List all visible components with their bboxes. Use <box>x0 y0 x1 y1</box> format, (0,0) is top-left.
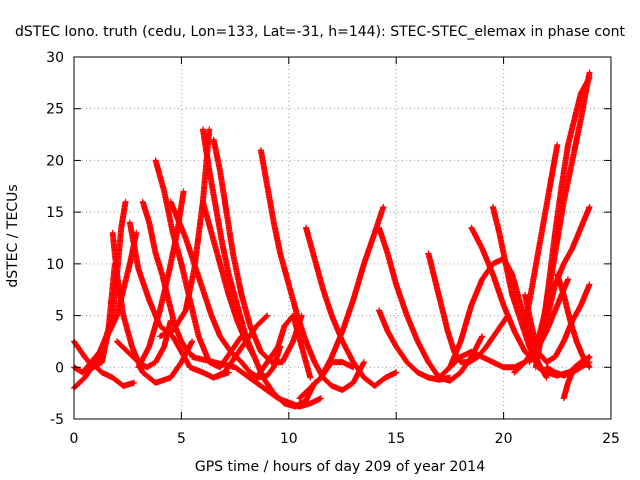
series-markers <box>88 359 138 389</box>
y-tick-label: 5 <box>55 309 64 325</box>
series-5 <box>88 359 138 389</box>
plot-frame <box>73 56 612 420</box>
x-axis-label: GPS time / hours of day 209 of year 2014 <box>195 459 485 475</box>
series-markers <box>522 141 561 329</box>
y-tick-label: 25 <box>46 102 64 118</box>
y-tick-label: 20 <box>46 153 64 169</box>
data-marks <box>71 69 593 410</box>
y-tick-label: 15 <box>46 205 64 221</box>
series-markers <box>135 188 187 371</box>
series-28 <box>468 224 539 366</box>
series-18 <box>189 353 324 410</box>
series-markers <box>554 271 593 371</box>
x-tick-label: 0 <box>70 431 79 447</box>
x-tick-label: 15 <box>387 431 405 447</box>
series-4 <box>109 229 196 386</box>
series-markers <box>109 229 196 386</box>
grid <box>74 57 611 419</box>
series-6 <box>126 219 232 381</box>
y-tick-label: 30 <box>46 50 64 66</box>
series-markers <box>167 198 284 381</box>
y-tick-label: -5 <box>50 412 64 428</box>
series-33 <box>532 74 593 371</box>
series-markers <box>126 219 232 381</box>
ticks: 0 5 10 15 20 25 -5 0 5 10 15 20 25 30 <box>46 50 620 447</box>
y-axis-label: dSTEC / TECUs <box>5 184 21 287</box>
y-tick-label: 0 <box>55 360 64 376</box>
x-tick-label: 5 <box>177 431 186 447</box>
series-markers <box>253 312 314 381</box>
series-11 <box>167 198 284 381</box>
x-tick-label: 20 <box>495 431 513 447</box>
series-34 <box>522 141 561 329</box>
x-tick-label: 25 <box>602 431 620 447</box>
series-markers <box>468 224 539 366</box>
series-10 <box>135 188 187 371</box>
y-tick-label: 10 <box>46 257 64 273</box>
series-markers <box>532 74 593 371</box>
chart-title: dSTEC Iono. truth (cedu, Lon=133, Lat=-3… <box>15 24 625 40</box>
series-19 <box>253 312 314 381</box>
series-markers <box>189 353 324 410</box>
x-tick-label: 10 <box>280 431 298 447</box>
series-37 <box>554 271 593 371</box>
